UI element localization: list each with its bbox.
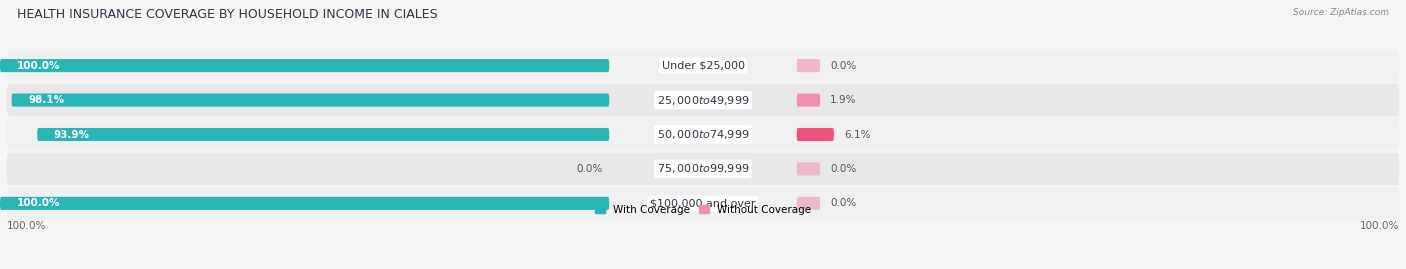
FancyBboxPatch shape	[11, 94, 609, 107]
Text: 0.0%: 0.0%	[576, 164, 603, 174]
Text: 98.1%: 98.1%	[28, 95, 65, 105]
Text: 1.9%: 1.9%	[830, 95, 856, 105]
Text: Under $25,000: Under $25,000	[661, 61, 745, 71]
FancyBboxPatch shape	[0, 197, 609, 210]
Text: 6.1%: 6.1%	[844, 129, 870, 140]
Text: $75,000 to $99,999: $75,000 to $99,999	[657, 162, 749, 175]
FancyBboxPatch shape	[0, 59, 609, 72]
FancyBboxPatch shape	[797, 197, 820, 210]
FancyBboxPatch shape	[797, 162, 820, 175]
FancyBboxPatch shape	[797, 59, 820, 72]
Text: 0.0%: 0.0%	[830, 164, 856, 174]
FancyBboxPatch shape	[797, 94, 820, 107]
FancyBboxPatch shape	[7, 153, 1399, 185]
Text: Source: ZipAtlas.com: Source: ZipAtlas.com	[1294, 8, 1389, 17]
Text: 100.0%: 100.0%	[17, 61, 60, 71]
Text: 0.0%: 0.0%	[830, 61, 856, 71]
FancyBboxPatch shape	[37, 128, 609, 141]
Text: 0.0%: 0.0%	[830, 198, 856, 208]
FancyBboxPatch shape	[7, 187, 1399, 220]
Text: 100.0%: 100.0%	[1360, 221, 1399, 231]
Text: HEALTH INSURANCE COVERAGE BY HOUSEHOLD INCOME IN CIALES: HEALTH INSURANCE COVERAGE BY HOUSEHOLD I…	[17, 8, 437, 21]
Text: 100.0%: 100.0%	[17, 198, 60, 208]
FancyBboxPatch shape	[7, 118, 1399, 151]
Text: 100.0%: 100.0%	[7, 221, 46, 231]
Legend: With Coverage, Without Coverage: With Coverage, Without Coverage	[591, 200, 815, 219]
FancyBboxPatch shape	[7, 84, 1399, 116]
Text: $50,000 to $74,999: $50,000 to $74,999	[657, 128, 749, 141]
FancyBboxPatch shape	[7, 49, 1399, 82]
Text: 93.9%: 93.9%	[53, 129, 90, 140]
Text: $25,000 to $49,999: $25,000 to $49,999	[657, 94, 749, 107]
FancyBboxPatch shape	[797, 128, 834, 141]
Text: $100,000 and over: $100,000 and over	[650, 198, 756, 208]
